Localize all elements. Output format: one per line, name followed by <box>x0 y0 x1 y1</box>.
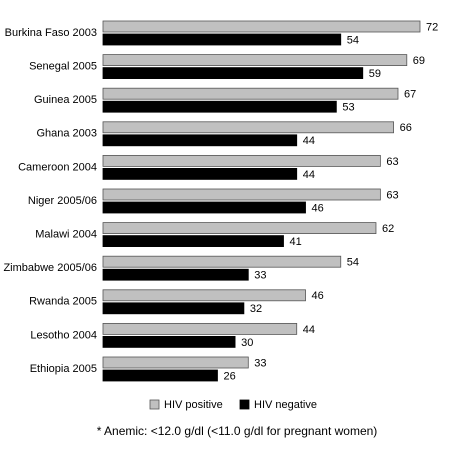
bar <box>102 268 249 281</box>
bar <box>102 289 306 302</box>
bar <box>102 255 342 268</box>
category-label: Rwanda 2005 <box>29 296 97 308</box>
bar <box>102 134 298 147</box>
category-label: Malawi 2004 <box>35 229 97 241</box>
category-label: Burkina Faso 2003 <box>5 27 97 39</box>
bar <box>102 369 218 382</box>
bar <box>102 356 249 369</box>
value-label: 33 <box>254 357 266 369</box>
bar <box>102 201 306 214</box>
value-label: 54 <box>347 34 359 46</box>
value-label: 63 <box>386 189 398 201</box>
bar <box>102 67 364 79</box>
category-label: Zimbabwe 2005/06 <box>3 262 97 274</box>
value-label: 33 <box>254 270 266 282</box>
value-label: 44 <box>303 169 315 181</box>
legend-swatch <box>149 399 160 410</box>
category-label: Lesotho 2004 <box>30 329 97 341</box>
category-label: Niger 2005/06 <box>28 195 97 207</box>
bar <box>102 154 381 167</box>
footnote: * Anemic: <12.0 g/dl (<11.0 g/dl for pre… <box>97 424 378 438</box>
category-label: Cameroon 2004 <box>18 161 97 173</box>
value-label: 30 <box>241 337 253 349</box>
bar <box>102 222 377 235</box>
bar <box>102 121 394 134</box>
value-label: 41 <box>290 236 302 248</box>
bar <box>102 235 284 248</box>
value-label: 54 <box>347 257 359 269</box>
value-label: 46 <box>312 202 324 214</box>
value-label: 67 <box>404 89 416 101</box>
bar <box>102 302 245 315</box>
legend-label: HIV negative <box>254 399 317 411</box>
bar <box>102 54 408 66</box>
legend-label: HIV positive <box>164 399 223 411</box>
value-label: 32 <box>250 303 262 315</box>
bar <box>102 20 421 33</box>
value-label: 46 <box>312 290 324 302</box>
category-label: Ethiopia 2005 <box>30 363 97 375</box>
value-label: 44 <box>303 324 315 336</box>
bar <box>102 33 342 46</box>
bar <box>102 167 298 180</box>
bar <box>102 87 399 100</box>
bar <box>102 100 337 113</box>
value-label: 53 <box>342 102 354 114</box>
bar <box>102 188 381 201</box>
value-label: 66 <box>400 122 412 134</box>
value-label: 59 <box>369 68 381 80</box>
value-label: 26 <box>223 370 235 382</box>
category-label: Ghana 2003 <box>36 128 97 140</box>
value-label: 63 <box>386 156 398 168</box>
category-label: Guinea 2005 <box>34 94 97 106</box>
bar <box>102 335 236 348</box>
category-label: Senegal 2005 <box>29 61 97 73</box>
legend-swatch <box>239 399 250 410</box>
value-label: 62 <box>382 223 394 235</box>
bar <box>102 322 298 335</box>
value-label: 44 <box>303 135 315 147</box>
value-label: 69 <box>413 55 425 67</box>
value-label: 72 <box>426 21 438 33</box>
